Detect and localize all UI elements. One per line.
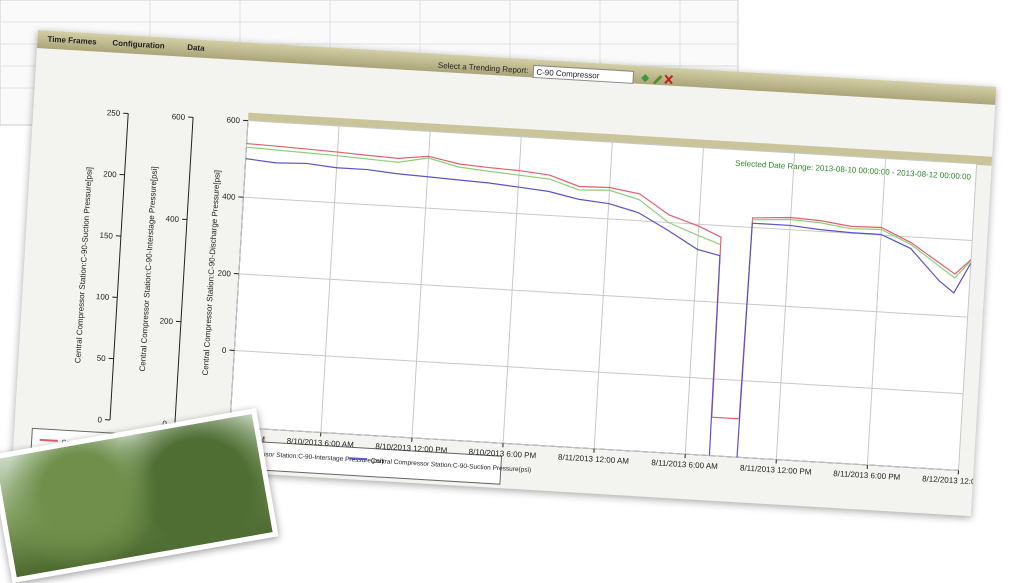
y2-tick-label: 600 — [171, 112, 185, 122]
legend-swatch — [40, 440, 58, 441]
y-tick-label: 0 — [222, 346, 228, 355]
y-tick-label: 400 — [222, 192, 236, 202]
y3-tick-label: 100 — [96, 292, 110, 302]
y2-tick-label: 200 — [159, 316, 173, 326]
y-tick-label: 200 — [217, 269, 231, 279]
y3-tick-label: 150 — [99, 231, 113, 241]
y3-axis-title: Central Compressor Station:C-90-Suction … — [73, 167, 94, 364]
page: {"menu": ["Time Frames", "Configuration"… — [0, 0, 1013, 533]
x-tick-label: 8/12/2013 12:00 AM — [922, 474, 994, 487]
y2-axis-title: Central Compressor Station:C-90-Intersta… — [138, 166, 159, 372]
legend-swatch — [349, 458, 367, 459]
x-tick-label: 8/11/2013 12:00 AM — [558, 453, 630, 466]
y3-tick-label: 50 — [96, 354, 106, 364]
y-tick-label: 600 — [226, 115, 240, 125]
screen: Time Frames Configuration Data Select a … — [0, 0, 1013, 533]
y3-tick-label: 250 — [107, 108, 121, 118]
menu-item[interactable]: Data — [187, 43, 205, 53]
y2-tick-label: 400 — [165, 214, 179, 224]
y3-axis-line — [110, 113, 128, 419]
y2-axis-line — [175, 117, 193, 423]
y3-tick-label: 200 — [103, 170, 117, 180]
x-tick-label: 8/11/2013 12:00 PM — [740, 463, 812, 476]
x-tick-label: 8/11/2013 6:00 PM — [833, 469, 901, 482]
x-tick-label: 8/11/2013 6:00 AM — [651, 458, 718, 471]
y3-tick-label: 0 — [97, 415, 103, 424]
